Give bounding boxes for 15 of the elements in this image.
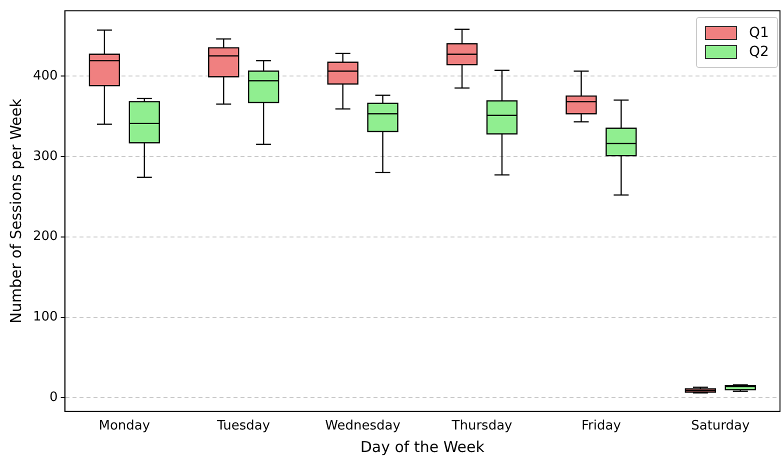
y-axis-title: Number of Sessions per Week — [6, 98, 25, 324]
x-tick-label: Wednesday — [325, 418, 401, 434]
y-tick-label: 200 — [32, 229, 58, 244]
x-axis-title: Day of the Week — [360, 438, 485, 456]
legend-label: Q1 — [749, 24, 769, 41]
x-tick-label: Friday — [582, 418, 622, 434]
y-tick-label: 300 — [32, 148, 58, 164]
x-tick-label: Thursday — [450, 418, 513, 434]
y-tick-label: 400 — [32, 68, 58, 84]
y-tick-label: 0 — [50, 390, 58, 406]
x-tick-label: Saturday — [691, 418, 750, 434]
x-tick-label: Monday — [98, 418, 150, 434]
legend-label: Q2 — [749, 44, 769, 60]
y-tick-label: 100 — [32, 310, 58, 325]
x-tick-label: Tuesday — [216, 418, 270, 434]
